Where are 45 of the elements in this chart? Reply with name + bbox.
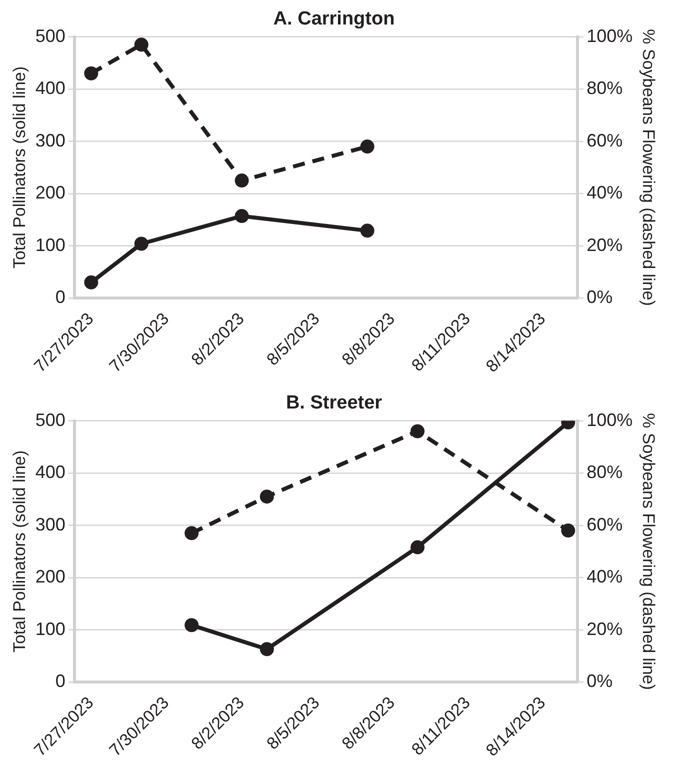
point xyxy=(134,236,148,251)
y2-axis-title: % Soybeans Flowering (dashed line) xyxy=(639,413,658,690)
y2-tick-label: 40% xyxy=(586,566,623,587)
point xyxy=(234,174,249,188)
y-tick-label: 200 xyxy=(35,182,66,203)
chart-title: B. Streeter xyxy=(286,392,383,414)
y-tick-label: 100 xyxy=(35,234,66,255)
point xyxy=(184,618,199,632)
y-tick-label: 300 xyxy=(35,130,66,150)
y2-tick-label: 100% xyxy=(586,410,633,430)
point xyxy=(134,38,148,52)
point xyxy=(410,540,425,554)
point xyxy=(234,209,249,224)
y-tick-label: 200 xyxy=(35,566,66,587)
y2-axis-title: % Soybeans Flowering (dashed line) xyxy=(639,29,658,306)
y-tick-label: 0 xyxy=(55,671,66,692)
y2-tick-label: 100% xyxy=(586,26,633,46)
point xyxy=(410,424,425,438)
point xyxy=(84,66,98,80)
y2-tick-label: 0% xyxy=(586,671,613,692)
y-tick-label: 500 xyxy=(35,410,66,430)
point xyxy=(561,524,576,538)
y-axis-title: Total Pollinators (solid line) xyxy=(10,450,29,653)
y-tick-label: 100 xyxy=(35,618,66,639)
y2-tick-label: 60% xyxy=(586,514,623,534)
y-tick-label: 400 xyxy=(35,462,66,482)
y2-tick-label: 20% xyxy=(586,234,623,255)
point xyxy=(260,490,274,504)
y-tick-label: 400 xyxy=(35,78,66,98)
point xyxy=(184,526,199,540)
y2-tick-label: 20% xyxy=(586,618,623,639)
y2-tick-label: 0% xyxy=(586,287,613,308)
point xyxy=(84,275,98,290)
y2-tick-label: 80% xyxy=(586,462,623,482)
y-tick-label: 500 xyxy=(35,26,66,46)
point xyxy=(360,224,374,238)
y2-tick-label: 80% xyxy=(586,78,623,98)
point xyxy=(360,140,374,154)
chart-title: A. Carrington xyxy=(273,8,395,30)
y-axis-title: Total Pollinators (solid line) xyxy=(10,66,29,269)
y-tick-label: 0 xyxy=(55,287,66,308)
y-tick-label: 300 xyxy=(35,514,66,534)
point xyxy=(260,642,274,656)
y2-tick-label: 40% xyxy=(586,182,623,203)
y2-tick-label: 60% xyxy=(586,130,623,150)
